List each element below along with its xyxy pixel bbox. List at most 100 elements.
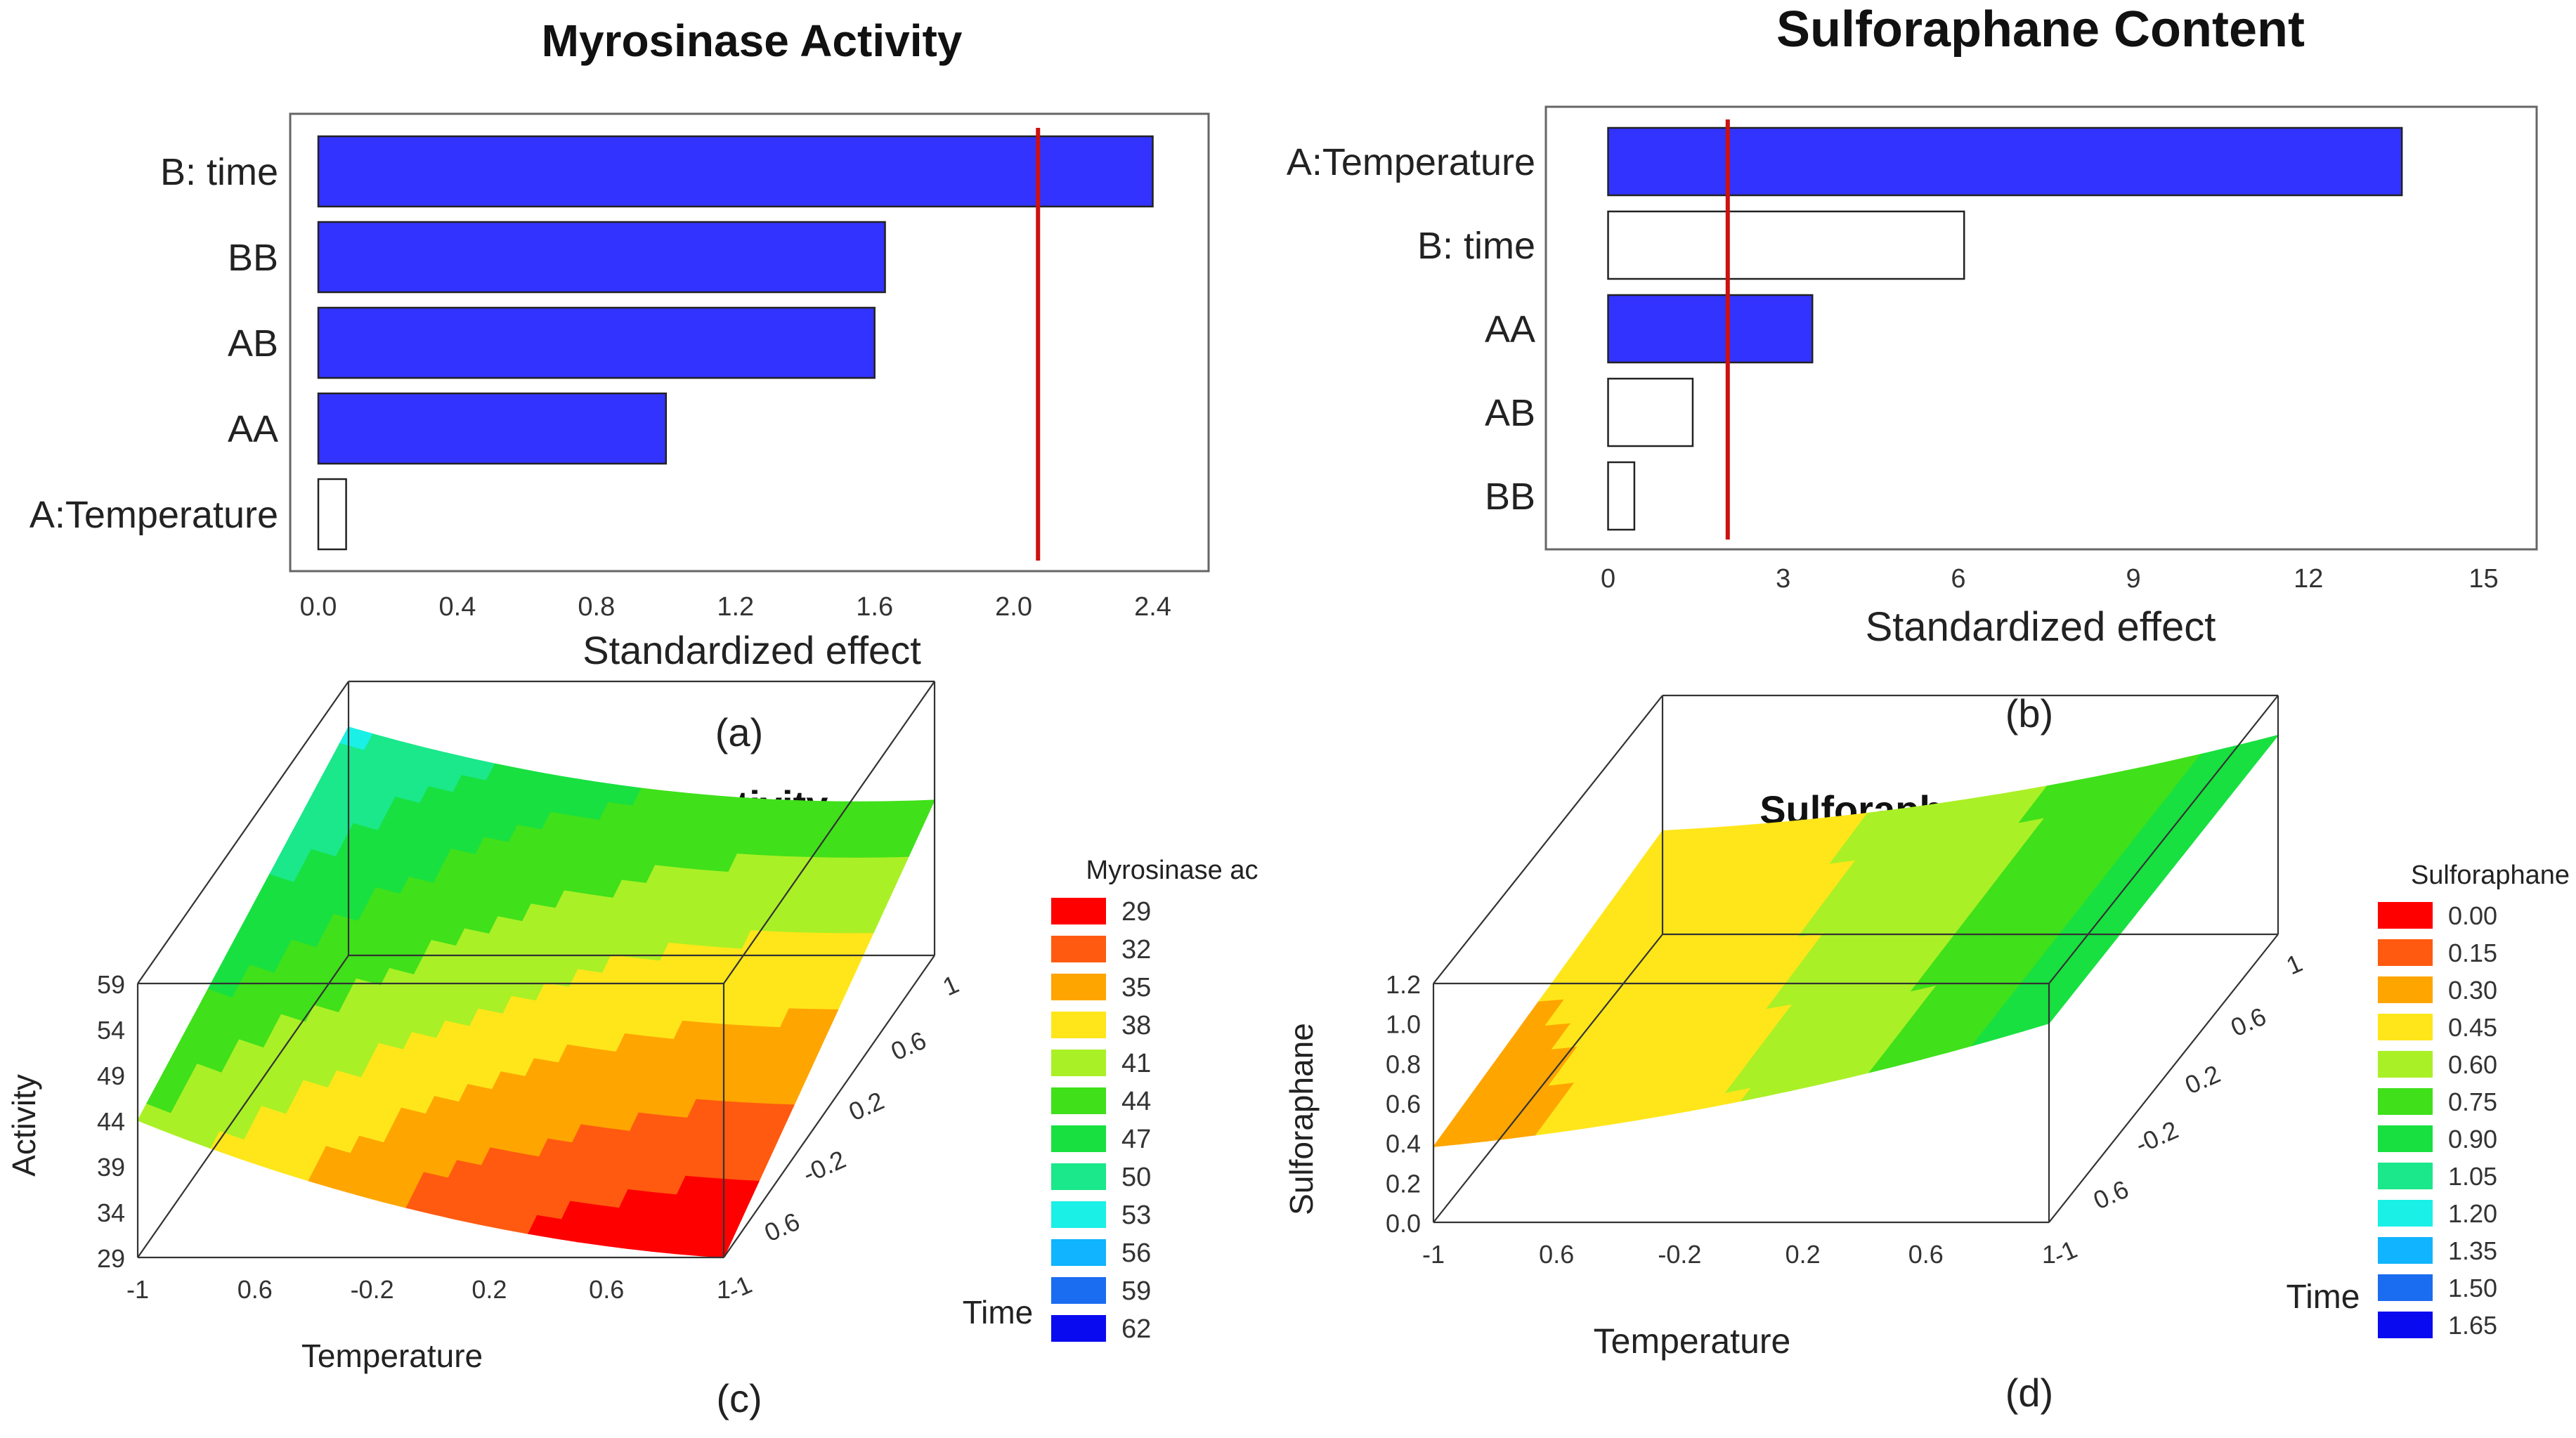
panel-c-3d-surface bbox=[137, 726, 935, 1258]
bar-a-temperature bbox=[1607, 126, 2403, 197]
panel-d-caption: (d) bbox=[2005, 1371, 2053, 1415]
legend-value: 0.00 bbox=[2448, 901, 2497, 930]
legend-value: 0.75 bbox=[2448, 1087, 2497, 1116]
panel-c-color-legend: 29 32 35 38 41 44 47 50 53 56 59 62 bbox=[1051, 897, 1151, 1344]
x-tick-label: 2.4 bbox=[1134, 592, 1171, 622]
legend-swatch bbox=[2378, 1088, 2433, 1115]
legend-value: 1.05 bbox=[2448, 1162, 2497, 1191]
panel-d-3d-box bbox=[1432, 694, 2279, 1224]
legend-value: 62 bbox=[1121, 1314, 1151, 1344]
category-label: AA bbox=[1485, 308, 1535, 351]
z-tick-label: 0.4 bbox=[1386, 1130, 1421, 1158]
legend-value: 0.45 bbox=[2448, 1013, 2497, 1042]
temperature-tick-label: -1 bbox=[126, 1275, 149, 1304]
category-label: AB bbox=[228, 322, 278, 365]
legend-swatch bbox=[2378, 1014, 2433, 1040]
legend-value: 59 bbox=[1121, 1276, 1151, 1306]
z-tick-label: 29 bbox=[97, 1244, 125, 1273]
box-edge bbox=[1433, 695, 1663, 984]
legend-swatch bbox=[1051, 1239, 1106, 1266]
panel-b-x-tick-labels: 0 3 6 9 12 15 bbox=[1601, 564, 2499, 594]
box-edge bbox=[1433, 934, 1663, 1223]
bar-b-time bbox=[1607, 210, 1965, 280]
x-tick-label: 0.8 bbox=[578, 592, 615, 622]
z-tick-label: 59 bbox=[97, 970, 125, 999]
legend-value: 41 bbox=[1121, 1049, 1151, 1078]
legend-swatch bbox=[2378, 1163, 2433, 1189]
legend-value: 0.30 bbox=[2448, 976, 2497, 1005]
legend-value: 56 bbox=[1121, 1238, 1151, 1268]
category-label: B: time bbox=[1417, 225, 1535, 267]
panel-c-caption: (c) bbox=[716, 1376, 762, 1420]
bar-ab bbox=[1607, 377, 1694, 447]
legend-swatch bbox=[2378, 1312, 2433, 1338]
category-label: AB bbox=[1485, 392, 1535, 434]
legend-swatch bbox=[2378, 1274, 2433, 1301]
panel-c-z-axis-label: Activity bbox=[6, 1074, 42, 1177]
legend-value: 44 bbox=[1121, 1087, 1151, 1116]
legend-value: 0.60 bbox=[2448, 1050, 2497, 1079]
panel-d-z-tick-labels: 1.2 1.0 0.8 0.6 0.4 0.2 0.0 bbox=[1386, 970, 1421, 1238]
legend-value: 53 bbox=[1121, 1201, 1151, 1230]
box-edge bbox=[137, 955, 349, 1258]
category-label: A:Temperature bbox=[1287, 141, 1535, 183]
temperature-tick-label: 0.6 bbox=[1539, 1240, 1574, 1269]
panel-a-plot-frame bbox=[289, 112, 1210, 573]
legend-swatch bbox=[1051, 898, 1106, 924]
panel-d-temperature-label: Temperature bbox=[1594, 1321, 1791, 1361]
z-tick-label: 0.8 bbox=[1386, 1050, 1421, 1078]
panel-b-x-axis-label: Standardized effect bbox=[1866, 604, 2216, 650]
temperature-tick-label: 0.2 bbox=[471, 1275, 507, 1304]
panel-b-title: Sulforaphane Content bbox=[1776, 1, 2305, 58]
category-label: B: time bbox=[160, 151, 278, 193]
legend-swatch bbox=[1051, 1163, 1106, 1190]
panel-c-temperature-tick-labels: -1 0.6 -0.2 0.2 0.6 1 bbox=[126, 1275, 731, 1304]
legend-swatch bbox=[1051, 1050, 1106, 1076]
panel-c-3d-box bbox=[136, 680, 936, 1259]
z-tick-label: 1.0 bbox=[1386, 1010, 1421, 1039]
panel-c-temperature-label: Temperature bbox=[301, 1338, 483, 1374]
temperature-tick-label: -0.2 bbox=[351, 1275, 394, 1304]
panel-b-pareto-chart: Sulforaphane Content A:Temperature B: tim… bbox=[1287, 1, 2538, 736]
panel-a-x-axis-label: Standardized effect bbox=[583, 628, 921, 672]
legend-value: 32 bbox=[1121, 935, 1151, 965]
bar-bb bbox=[1607, 461, 1636, 531]
legend-value: 1.50 bbox=[2448, 1274, 2497, 1302]
legend-swatch bbox=[1051, 1012, 1106, 1038]
temperature-tick-label: 0.6 bbox=[589, 1275, 624, 1304]
box-edge bbox=[137, 681, 349, 984]
x-tick-label: 6 bbox=[1951, 564, 1965, 594]
panel-b-category-labels: A:Temperature B: time AA AB BB bbox=[1287, 141, 1535, 518]
box-edge bbox=[723, 955, 935, 1258]
panel-a-x-tick-labels: 0.0 0.4 0.8 1.2 1.6 2.0 2.4 bbox=[300, 592, 1171, 622]
panel-d-surface-plot: Sulforaphane content 1.21.00.80.60.40.20… bbox=[1283, 694, 2570, 1415]
panel-a-bars bbox=[317, 135, 1154, 551]
temperature-tick-label: 0.2 bbox=[1785, 1240, 1821, 1269]
z-tick-label: 1.2 bbox=[1386, 970, 1421, 999]
legend-swatch bbox=[1051, 1277, 1106, 1304]
panel-c-z-tick-labels: 59 54 49 44 39 34 29 bbox=[97, 970, 125, 1273]
x-tick-label: 2.0 bbox=[995, 592, 1032, 622]
category-label: BB bbox=[1485, 476, 1535, 518]
panel-d-time-label: Time bbox=[2286, 1279, 2360, 1316]
panel-b-caption: (b) bbox=[2005, 691, 2053, 736]
z-tick-label: 0.2 bbox=[1386, 1169, 1421, 1198]
panel-b-bars bbox=[1607, 126, 2403, 531]
category-label: AA bbox=[228, 408, 278, 450]
legend-value: 29 bbox=[1121, 897, 1151, 927]
legend-value: 47 bbox=[1121, 1125, 1151, 1154]
x-tick-label: 0 bbox=[1601, 564, 1615, 594]
bar-bb bbox=[317, 221, 886, 294]
legend-swatch bbox=[1051, 1087, 1106, 1114]
bar-ab bbox=[317, 306, 876, 379]
z-tick-label: 39 bbox=[97, 1153, 125, 1182]
legend-swatch bbox=[2378, 1125, 2433, 1152]
legend-swatch bbox=[1051, 1201, 1106, 1228]
category-label: BB bbox=[228, 237, 278, 279]
x-tick-label: 0.4 bbox=[439, 592, 476, 622]
temperature-tick-label: 0.6 bbox=[238, 1275, 273, 1304]
bar-a-temperature bbox=[317, 478, 347, 551]
x-tick-label: 3 bbox=[1776, 564, 1790, 594]
x-tick-label: 1.6 bbox=[856, 592, 893, 622]
